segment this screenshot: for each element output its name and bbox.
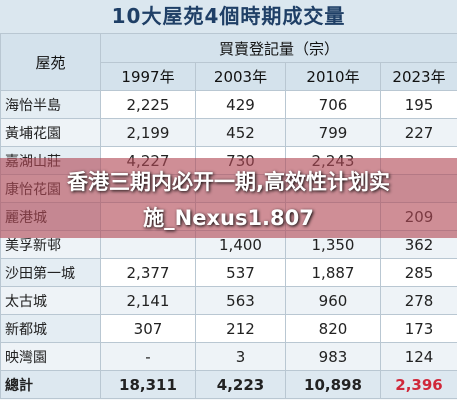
row-label: 海怡半島 — [0, 90, 101, 119]
cell: 2,199 — [100, 118, 196, 147]
cell: 2,396 — [379, 370, 457, 399]
cell: 195 — [379, 90, 457, 119]
cell: 452 — [195, 118, 286, 147]
table-row: 太古城 2,141 563 960 278 — [0, 286, 457, 315]
banner-text: 施_Nexus1.807 — [143, 206, 314, 230]
cell: 18,311 — [100, 370, 196, 399]
row-label: 沙田第一城 — [0, 258, 101, 287]
cell: 307 — [100, 314, 196, 343]
row-label: 太古城 — [0, 286, 101, 315]
cell: 960 — [285, 286, 381, 315]
cell: 173 — [379, 314, 457, 343]
cell: 2,141 — [100, 286, 196, 315]
table-row: 海怡半島 2,225 429 706 195 — [0, 90, 457, 119]
title: 10大屋苑4個時期成交量 — [0, 0, 457, 33]
cell: - — [100, 342, 196, 371]
header-cell: 2010年 — [285, 62, 381, 91]
cell: 3 — [195, 342, 286, 371]
table-row: 映灣園 -3 983 124 — [0, 342, 457, 371]
cell: 1,887 — [285, 258, 381, 287]
cell: 212 — [195, 314, 286, 343]
row-label: 新都城 — [0, 314, 101, 343]
cell: 537 — [195, 258, 286, 287]
row-label: 總計 — [0, 370, 101, 399]
cell: 10,898 — [285, 370, 381, 399]
table-row: 總計 18,311 4,223 10,898 2,396 — [0, 370, 457, 399]
cell: 4,223 — [195, 370, 286, 399]
cell: 278 — [379, 286, 457, 315]
cell: 983 — [285, 342, 381, 371]
cell: 2,225 — [100, 90, 196, 119]
header-cell: 2023年 — [379, 62, 457, 91]
header-cell: 1997年 — [100, 62, 196, 91]
cell: 820 — [285, 314, 381, 343]
row-label: 黃埔花園 — [0, 118, 101, 147]
table-body: 海怡半島2,225429706195黃埔花園2,199452799227嘉湖山莊… — [0, 90, 457, 399]
banner-text: 香港三期内必开一期,高效性计划实 — [67, 170, 390, 194]
overlay-banner: 香港三期内必开一期,高效性计划实 施_Nexus1.807 — [0, 158, 457, 238]
header-cell: 買賣登記量（宗） — [99, 33, 457, 63]
table-row: 沙田第一城 2,377 537 1,887 285 — [0, 258, 457, 287]
cell: 2,377 — [100, 258, 196, 287]
header-row: 1997年 2003年 2010年 2023年 — [1, 62, 457, 91]
cell: 706 — [285, 90, 381, 119]
header-row: 屋苑 買賣登記量（宗） — [0, 33, 457, 91]
table-row: 黃埔花園 2,199 452 799 227 — [0, 118, 457, 147]
cell: 227 — [379, 118, 457, 147]
header-cell: 2003年 — [195, 62, 286, 91]
table-row: 新都城 307 212 820 173 — [0, 314, 457, 343]
header-cell: 屋苑 — [0, 33, 101, 91]
cell: 429 — [195, 90, 286, 119]
cell: 124 — [379, 342, 457, 371]
cell: 799 — [285, 118, 381, 147]
cell: 285 — [379, 258, 457, 287]
cell: 563 — [195, 286, 286, 315]
row-label: 映灣園 — [0, 342, 101, 371]
